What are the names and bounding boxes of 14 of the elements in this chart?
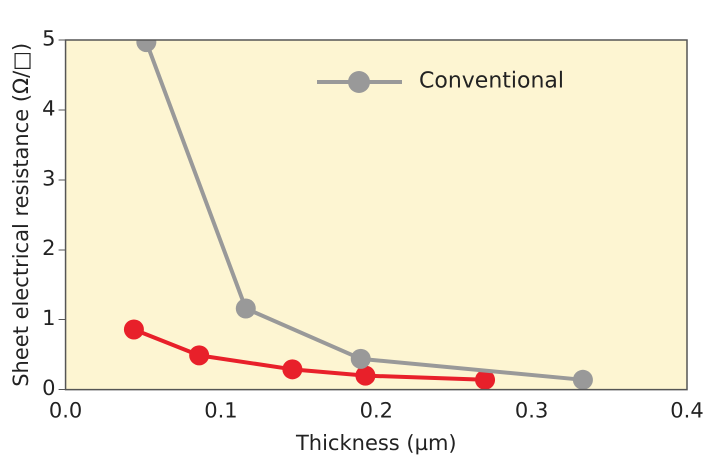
legend-label: Conventional: [419, 68, 564, 94]
x-tick-label: 0.2: [360, 398, 393, 423]
x-tick-label: 0.3: [514, 398, 548, 423]
y-tick-label: 1: [42, 306, 56, 330]
y-tick-label: 5: [42, 26, 56, 50]
y-axis-title: Sheet electrical resistance (Ω/□): [9, 42, 34, 387]
x-axis-title: Thickness (μm): [294, 430, 457, 455]
y-tick-label: 2: [42, 236, 56, 260]
y-tick-label: 3: [42, 166, 56, 190]
x-tick-label: 0.1: [204, 398, 238, 423]
x-tick-label: 0.0: [48, 398, 82, 423]
x-tick-label: 0.4: [670, 398, 704, 423]
y-tick-label: 0: [42, 376, 56, 400]
y-tick-label: 4: [42, 96, 56, 120]
